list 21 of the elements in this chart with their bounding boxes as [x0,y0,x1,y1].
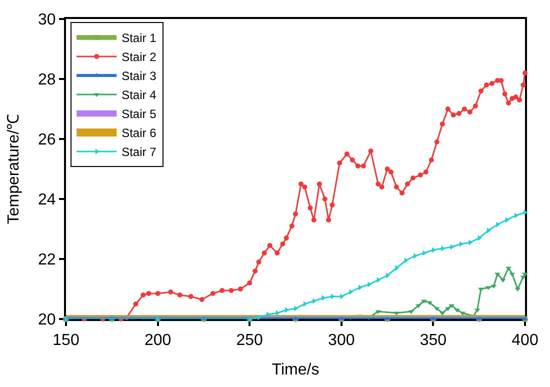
x-tick-label: 150 [52,332,80,350]
legend-label: Stair 3 [122,69,157,84]
legend-label: Stair 4 [122,88,157,102]
x-tick-label: 400 [512,332,538,350]
y-tick-label: 22 [38,252,56,269]
legend-label: Stair 2 [122,50,157,64]
y-tick-label: 30 [38,12,56,29]
x-tick-label: 250 [236,332,264,350]
legend-label: Stair 1 [122,31,157,46]
y-tick-label: 20 [38,312,56,329]
x-tick-label: 350 [420,332,447,350]
legend-label: Stair 7 [122,145,157,160]
y-tick-label: 24 [38,192,56,209]
legend-label: Stair 6 [122,126,157,140]
x-axis-title: Time/s [272,361,320,378]
y-axis-title: Temperature/℃ [5,114,22,224]
x-tick-label: 200 [144,332,172,350]
x-tick-label: 300 [328,332,355,350]
legend-label: Stair 5 [122,107,157,122]
y-tick-label: 26 [38,132,56,149]
y-tick-label: 28 [38,72,56,89]
